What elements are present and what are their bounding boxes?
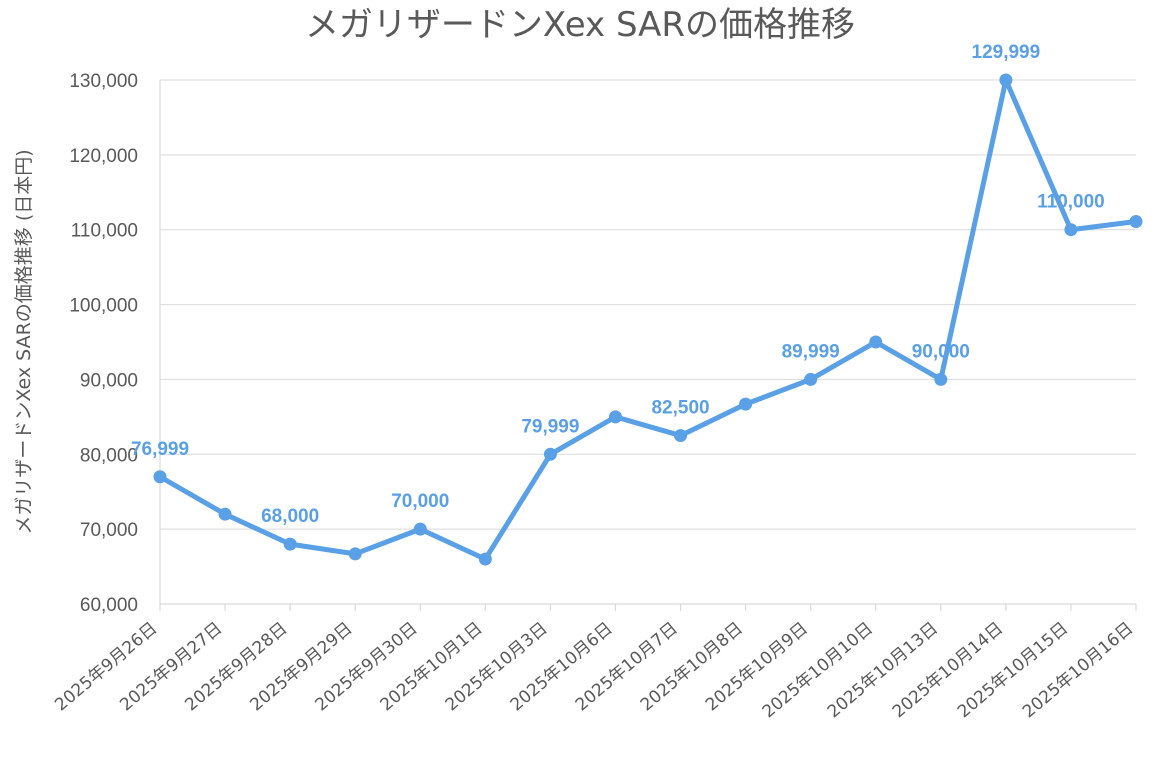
data-label: 82,500 (651, 398, 709, 419)
data-label: 110,000 (1037, 192, 1105, 213)
data-point (543, 447, 557, 461)
x-tick-label: 2025年10月15日 (954, 619, 1072, 723)
series-price (153, 73, 1143, 566)
data-label: 129,999 (972, 42, 1041, 63)
data-point (804, 372, 818, 386)
data-point (218, 507, 232, 521)
data-label: 79,999 (521, 416, 579, 437)
data-labels: 76,999 68,000 70,000 79,999 82,500 89,999 90,0… (131, 42, 1105, 527)
y-tick-labels: 60,000 70,000 80,000 90,000 100,000 110,000 12… (69, 71, 138, 616)
data-label: 89,999 (782, 341, 840, 362)
data-point (869, 335, 883, 349)
y-tick-label: 90,000 (80, 370, 138, 391)
data-point (608, 410, 622, 424)
data-point (283, 537, 297, 551)
y-tick-label: 60,000 (80, 595, 138, 616)
y-tick-label: 110,000 (71, 221, 138, 242)
data-point (348, 547, 362, 561)
data-point (739, 397, 753, 411)
gridlines (160, 79, 1136, 605)
data-point (674, 429, 688, 443)
data-point (153, 470, 167, 484)
data-point (999, 73, 1013, 87)
axes (159, 80, 1137, 611)
y-tick-label: 100,000 (69, 296, 138, 317)
data-point (413, 522, 427, 536)
y-tick-label: 70,000 (80, 520, 138, 541)
series-line (157, 77, 1139, 562)
data-point (1064, 223, 1078, 237)
data-point (1129, 214, 1143, 228)
chart-title: メガリザードンXex SARの価格推移 (305, 5, 855, 45)
x-tick-label: 2025年10月16日 (1019, 619, 1137, 723)
y-tick-label: 80,000 (80, 445, 138, 466)
y-tick-label: 120,000 (69, 146, 138, 167)
x-tick-label: 2025年10月10日 (759, 619, 877, 723)
data-label: 70,000 (391, 491, 449, 512)
data-point (934, 372, 948, 386)
y-axis-title: メガリザードンXex SARの価格推移 (日本円) (13, 149, 35, 534)
data-point (478, 552, 492, 566)
data-label: 68,000 (261, 506, 319, 527)
y-tick-label: 130,000 (69, 71, 138, 92)
x-tick-labels: 2025年9月26日2025年9月27日2025年9月28日2025年9月29日… (51, 619, 1137, 723)
x-tick-label: 2025年10月14日 (889, 619, 1007, 723)
data-label: 76,999 (131, 439, 189, 460)
x-tick-label: 2025年10月13日 (824, 619, 942, 723)
data-label: 90,000 (912, 341, 970, 362)
